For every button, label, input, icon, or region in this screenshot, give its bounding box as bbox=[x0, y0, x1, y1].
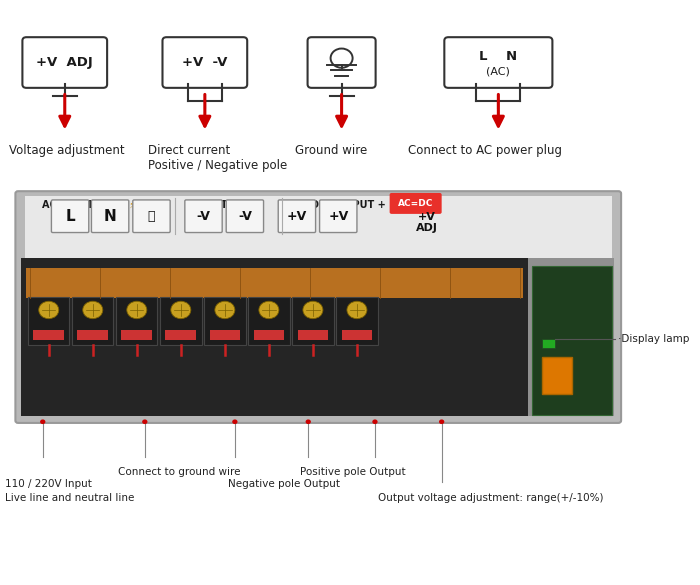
Text: +V  ADJ: +V ADJ bbox=[36, 56, 93, 69]
Text: Connect to AC power plug: Connect to AC power plug bbox=[408, 144, 562, 157]
Bar bbox=[160, 297, 202, 345]
Text: +V  -V: +V -V bbox=[182, 56, 228, 69]
Circle shape bbox=[215, 301, 235, 319]
Circle shape bbox=[259, 301, 279, 319]
Text: 110 / 220V Input: 110 / 220V Input bbox=[5, 479, 92, 489]
Text: Positive pole Output: Positive pole Output bbox=[300, 467, 406, 477]
Bar bbox=[26, 268, 523, 298]
Bar bbox=[209, 330, 240, 340]
FancyBboxPatch shape bbox=[162, 37, 247, 88]
Circle shape bbox=[142, 419, 148, 424]
Text: +V
ADJ: +V ADJ bbox=[416, 212, 438, 233]
Text: AC INPUT: AC INPUT bbox=[42, 200, 94, 210]
Text: DC OUTPUT -: DC OUTPUT - bbox=[186, 200, 257, 210]
FancyBboxPatch shape bbox=[51, 200, 89, 232]
Bar bbox=[78, 330, 108, 340]
Circle shape bbox=[83, 301, 103, 319]
Text: Ground wire: Ground wire bbox=[295, 144, 368, 157]
Text: AC=DC: AC=DC bbox=[398, 199, 433, 208]
Text: Negative pole Output: Negative pole Output bbox=[228, 479, 340, 489]
Circle shape bbox=[232, 419, 237, 424]
Bar bbox=[72, 297, 113, 345]
Text: Output voltage adjustment: range(+/-10%): Output voltage adjustment: range(+/-10%) bbox=[378, 493, 604, 503]
Text: +V: +V bbox=[287, 210, 307, 223]
Circle shape bbox=[303, 301, 323, 319]
Bar bbox=[253, 330, 284, 340]
Circle shape bbox=[439, 419, 444, 424]
Circle shape bbox=[40, 419, 46, 424]
Text: ·Display lamp: ·Display lamp bbox=[618, 334, 689, 344]
Bar bbox=[204, 297, 246, 345]
Text: Voltage adjustment: Voltage adjustment bbox=[9, 144, 125, 157]
FancyBboxPatch shape bbox=[92, 200, 129, 232]
Bar bbox=[165, 330, 196, 340]
Bar bbox=[532, 266, 612, 415]
Circle shape bbox=[171, 301, 191, 319]
Circle shape bbox=[330, 49, 353, 68]
Bar bbox=[28, 297, 69, 345]
Text: Live line and neutral line: Live line and neutral line bbox=[5, 493, 134, 503]
Bar bbox=[25, 197, 612, 257]
Text: ⏚: ⏚ bbox=[148, 210, 155, 223]
Text: ⚡: ⚡ bbox=[128, 200, 135, 210]
FancyBboxPatch shape bbox=[185, 200, 222, 232]
Bar bbox=[122, 330, 152, 340]
FancyBboxPatch shape bbox=[133, 200, 170, 232]
Bar bbox=[116, 297, 158, 345]
Bar bbox=[542, 339, 555, 348]
Bar bbox=[22, 257, 528, 416]
Bar bbox=[298, 330, 328, 340]
Circle shape bbox=[306, 419, 311, 424]
Bar bbox=[248, 297, 290, 345]
Bar bbox=[342, 330, 372, 340]
FancyBboxPatch shape bbox=[278, 200, 316, 232]
Bar bbox=[336, 297, 377, 345]
Text: N: N bbox=[104, 209, 116, 223]
Text: -V: -V bbox=[238, 210, 252, 223]
Text: L    N: L N bbox=[480, 50, 517, 63]
Circle shape bbox=[372, 419, 377, 424]
Bar bbox=[292, 297, 334, 345]
FancyBboxPatch shape bbox=[444, 37, 552, 88]
Text: Positive / Negative pole: Positive / Negative pole bbox=[148, 159, 288, 171]
Text: -V: -V bbox=[197, 210, 211, 223]
FancyBboxPatch shape bbox=[320, 200, 357, 232]
Bar bbox=[542, 356, 572, 394]
Text: Direct current: Direct current bbox=[148, 144, 230, 157]
Text: (AC): (AC) bbox=[486, 66, 510, 76]
Circle shape bbox=[38, 301, 59, 319]
Text: L: L bbox=[65, 209, 75, 223]
FancyBboxPatch shape bbox=[22, 37, 107, 88]
Text: Connect to ground wire: Connect to ground wire bbox=[118, 467, 241, 477]
Circle shape bbox=[127, 301, 147, 319]
FancyBboxPatch shape bbox=[307, 37, 376, 88]
Bar bbox=[34, 330, 64, 340]
Text: DC OUTPUT +: DC OUTPUT + bbox=[311, 200, 386, 210]
FancyBboxPatch shape bbox=[226, 200, 264, 232]
FancyBboxPatch shape bbox=[390, 193, 442, 214]
Circle shape bbox=[347, 301, 367, 319]
FancyBboxPatch shape bbox=[15, 191, 621, 423]
Text: +V: +V bbox=[328, 210, 349, 223]
Bar bbox=[528, 257, 614, 416]
